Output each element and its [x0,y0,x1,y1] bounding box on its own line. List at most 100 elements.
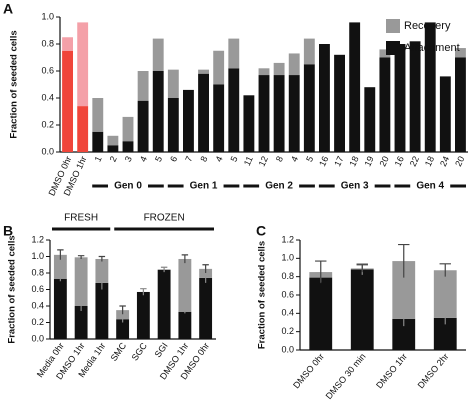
bar-segment [92,131,104,152]
bar-segment [77,106,89,152]
error-bar [119,305,126,315]
bar-segment [74,306,88,339]
error-bar [181,254,189,264]
x-tick-label: 20 [378,155,391,168]
x-tick-label: 4 [289,155,300,164]
y-tick-label: 0.0 [31,333,44,343]
group-label-bg [183,179,224,193]
bar-segment [53,278,67,339]
x-tick-label: 12 [257,155,270,168]
bar-segment [62,50,73,152]
group-label: Gen 1 [190,181,218,192]
y-tick-label: 0.8 [31,267,44,277]
error-bar [356,264,368,273]
bar-segment [53,254,67,279]
x-tick-label: 4 [213,155,224,164]
legend-label: Recovery [404,20,451,32]
bar-segment [152,71,164,152]
x-tick-label: 6 [168,155,179,164]
y-tick-label: 0.4 [281,308,294,318]
y-tick-label: 0.0 [281,344,294,354]
bar-segment [116,319,130,339]
group-label: Gen 2 [265,181,293,192]
bar-segment [349,22,361,153]
bar-segment [199,277,213,339]
y-tick-label: 0.8 [41,38,54,48]
x-tick-label: 20 [453,155,466,168]
group-label: Gen 3 [341,181,369,192]
bar-segment [122,116,134,142]
x-tick-label: SMC [109,340,129,363]
bar-segment [258,68,270,76]
y-tick-label: 1.0 [41,11,54,21]
x-tick-label: 8 [198,155,209,164]
x-tick-label: SGI [153,341,170,359]
bar-segment [178,258,192,312]
error-bar [98,255,106,262]
bar-segment [379,57,391,152]
x-tick-label: DMSO 30 min [324,351,368,401]
x-tick-label: DMSO 0hr [291,351,326,390]
y-tick-label: 1.0 [281,253,294,263]
bar-segment [379,49,391,58]
group-label-bg [410,179,451,193]
group-label: FRESH [64,213,98,224]
x-tick-label: 8 [274,155,285,164]
legend-label: Attachment [404,42,460,54]
bar-segment [273,62,285,76]
bar-segment [122,141,134,152]
x-tick-label: DMSO 1hr [374,351,409,390]
bar-segment [424,22,436,153]
panel-label: C [256,223,266,239]
bar-segment [273,75,285,152]
bar-segment [319,44,330,152]
bar-segment [198,69,209,74]
x-tick-label: 18 [347,155,360,168]
x-tick-label: SGC [130,340,150,362]
group-label: Gen 4 [416,181,444,192]
bar-segment [433,317,457,350]
bar-segment [334,54,345,152]
bar-segment [243,95,255,152]
bar-segment [394,44,406,152]
bar-segment [392,318,416,350]
x-tick-label: 3 [123,155,134,164]
x-tick-label: 1 [93,155,104,164]
y-tick-label: 0.2 [281,326,294,336]
bar-segment [178,311,192,339]
bar-segment [309,277,333,350]
x-tick-label: 22 [408,155,421,168]
bar-segment [303,64,315,152]
bar-segment [455,57,466,152]
group-label-bg [108,179,148,193]
bar-segment [392,261,416,319]
y-tick-label: 0.4 [41,92,54,102]
group-label: Gen 0 [114,181,142,192]
y-tick-label: 1.2 [31,234,44,244]
x-tick-label: 4 [138,155,149,164]
bar-segment [74,257,88,306]
x-tick-label: 7 [183,155,194,164]
error-bar [160,266,168,273]
bar-segment [183,89,194,152]
bar-segment [136,291,150,339]
error-bar [398,243,410,278]
x-tick-label: 17 [332,155,345,168]
y-tick-label: 0.6 [31,284,44,294]
panel-label: A [3,1,13,17]
bar-segment [157,269,171,339]
bar-segment [228,68,240,152]
group-label: FROZEN [144,213,185,224]
error-bar [315,260,327,284]
error-bar [202,264,209,273]
bar-segment [167,98,179,152]
bar-segment [198,73,209,152]
bar-segment [62,37,73,51]
error-bar [57,249,64,260]
panel-label: B [3,223,13,239]
bar-segment [288,75,300,152]
y-tick-label: 0.4 [31,300,44,310]
error-bar [439,263,451,277]
